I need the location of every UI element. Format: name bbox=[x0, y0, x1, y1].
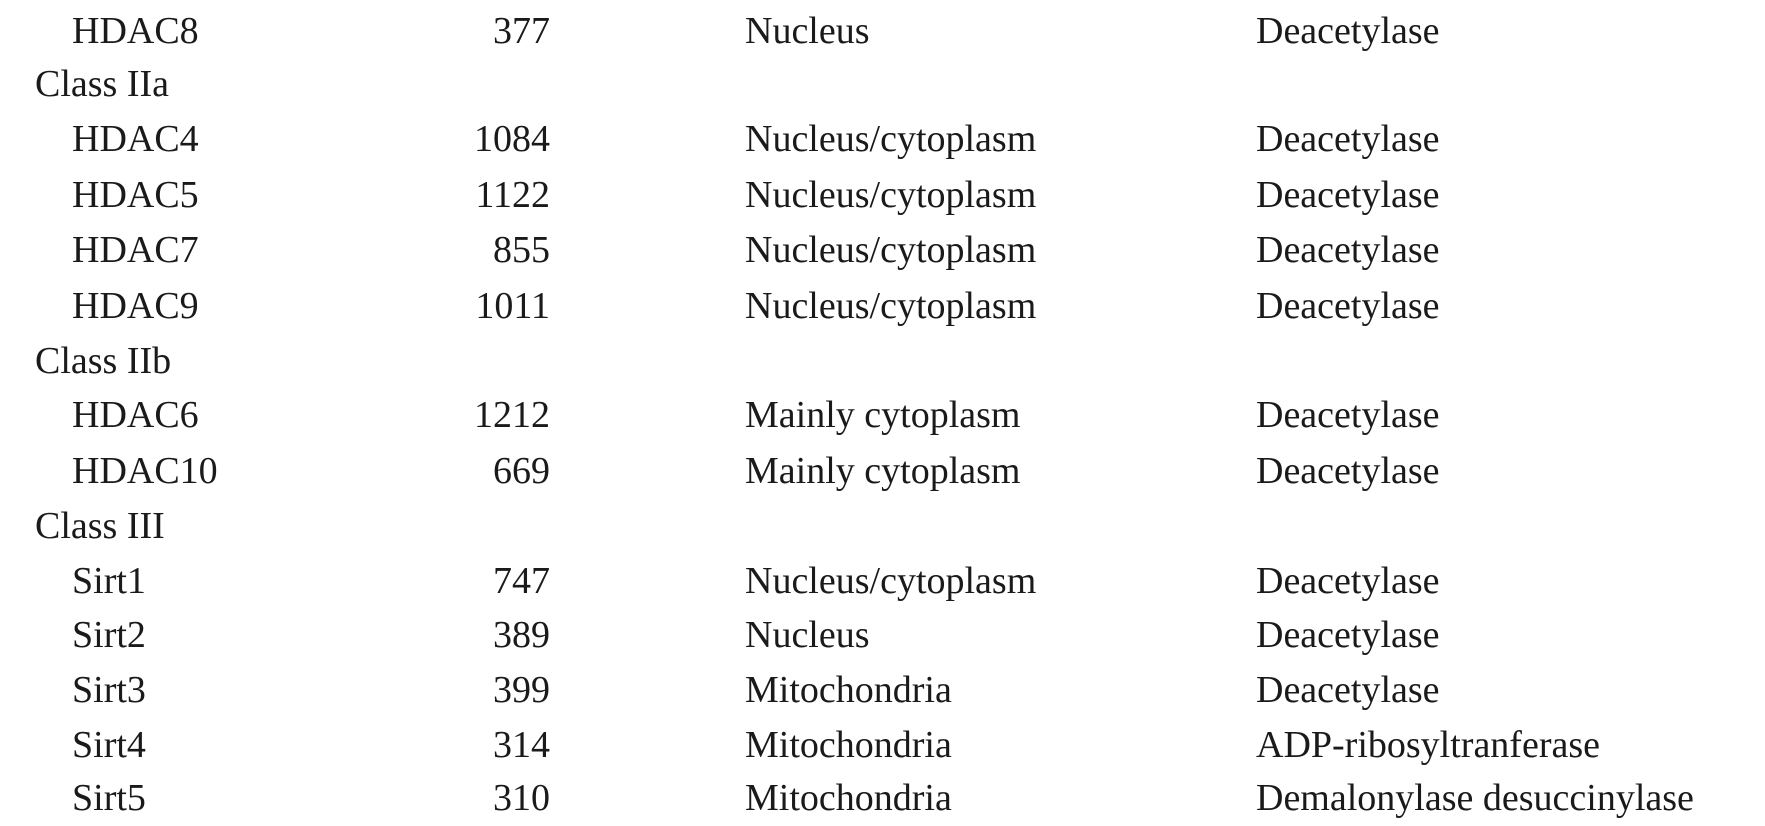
class-heading: Class IIb bbox=[35, 340, 172, 382]
table-row: HDAC8 377 Nucleus Deacetylase bbox=[0, 3, 1765, 59]
table-row: Sirt2 389 Nucleus Deacetylase bbox=[0, 607, 1765, 663]
protein-name: Sirt3 bbox=[72, 669, 146, 711]
protein-name: Sirt4 bbox=[72, 724, 146, 766]
function: Deacetylase bbox=[1256, 450, 1440, 492]
protein-length: 669 bbox=[493, 450, 550, 492]
class-heading-row: Class IIa bbox=[0, 56, 1765, 112]
function: Demalonylase desuccinylase bbox=[1256, 777, 1694, 819]
protein-length: 314 bbox=[493, 724, 550, 766]
hdac-table: HDAC8 377 Nucleus Deacetylase Class IIa … bbox=[0, 3, 1765, 819]
protein-length: 747 bbox=[493, 560, 550, 602]
class-heading: Class III bbox=[35, 505, 165, 547]
protein-name: HDAC8 bbox=[72, 10, 199, 52]
function: Deacetylase bbox=[1256, 669, 1440, 711]
localization: Nucleus/cytoplasm bbox=[745, 174, 1037, 216]
table-row: Sirt5 310 Mitochondria Demalonylase desu… bbox=[0, 770, 1765, 826]
protein-length: 1122 bbox=[475, 174, 550, 216]
protein-length: 389 bbox=[493, 614, 550, 656]
protein-name: Sirt2 bbox=[72, 614, 146, 656]
protein-name: Sirt5 bbox=[72, 777, 146, 819]
table-row: HDAC7 855 Nucleus/cytoplasm Deacetylase bbox=[0, 222, 1765, 278]
class-heading-row: Class IIb bbox=[0, 333, 1765, 389]
table-row: HDAC10 669 Mainly cytoplasm Deacetylase bbox=[0, 443, 1765, 499]
class-heading: Class IIa bbox=[35, 63, 170, 105]
protein-length: 1212 bbox=[474, 394, 550, 436]
protein-name: HDAC9 bbox=[72, 285, 199, 327]
localization: Nucleus/cytoplasm bbox=[745, 560, 1037, 602]
protein-length: 399 bbox=[493, 669, 550, 711]
table-row: Sirt1 747 Nucleus/cytoplasm Deacetylase bbox=[0, 553, 1765, 609]
localization: Mitochondria bbox=[745, 724, 952, 766]
localization: Nucleus bbox=[745, 10, 870, 52]
function: Deacetylase bbox=[1256, 10, 1440, 52]
table-row: Sirt4 314 Mitochondria ADP-ribosyltranfe… bbox=[0, 717, 1765, 773]
protein-name: HDAC7 bbox=[72, 229, 199, 271]
localization: Nucleus/cytoplasm bbox=[745, 285, 1037, 327]
function: Deacetylase bbox=[1256, 394, 1440, 436]
table-row: HDAC5 1122 Nucleus/cytoplasm Deacetylase bbox=[0, 167, 1765, 223]
protein-length: 1011 bbox=[475, 285, 550, 327]
localization: Mainly cytoplasm bbox=[745, 394, 1021, 436]
function: Deacetylase bbox=[1256, 229, 1440, 271]
class-heading-row: Class III bbox=[0, 498, 1765, 554]
function: ADP-ribosyltranferase bbox=[1256, 724, 1601, 766]
protein-length: 310 bbox=[493, 777, 550, 819]
function: Deacetylase bbox=[1256, 560, 1440, 602]
function: Deacetylase bbox=[1256, 174, 1440, 216]
function: Deacetylase bbox=[1256, 285, 1440, 327]
protein-name: HDAC5 bbox=[72, 174, 199, 216]
localization: Mitochondria bbox=[745, 669, 952, 711]
protein-length: 855 bbox=[493, 229, 550, 271]
function: Deacetylase bbox=[1256, 614, 1440, 656]
protein-name: HDAC4 bbox=[72, 118, 199, 160]
localization: Nucleus/cytoplasm bbox=[745, 229, 1037, 271]
localization: Mainly cytoplasm bbox=[745, 450, 1021, 492]
table-row: HDAC9 1011 Nucleus/cytoplasm Deacetylase bbox=[0, 278, 1765, 334]
localization: Mitochondria bbox=[745, 777, 952, 819]
protein-name: HDAC6 bbox=[72, 394, 199, 436]
table-row: HDAC6 1212 Mainly cytoplasm Deacetylase bbox=[0, 387, 1765, 443]
localization: Nucleus/cytoplasm bbox=[745, 118, 1037, 160]
localization: Nucleus bbox=[745, 614, 870, 656]
protein-name: Sirt1 bbox=[72, 560, 146, 602]
protein-length: 1084 bbox=[474, 118, 550, 160]
function: Deacetylase bbox=[1256, 118, 1440, 160]
table-row: HDAC4 1084 Nucleus/cytoplasm Deacetylase bbox=[0, 111, 1765, 167]
protein-length: 377 bbox=[493, 10, 550, 52]
table-row: Sirt3 399 Mitochondria Deacetylase bbox=[0, 662, 1765, 718]
protein-name: HDAC10 bbox=[72, 450, 218, 492]
